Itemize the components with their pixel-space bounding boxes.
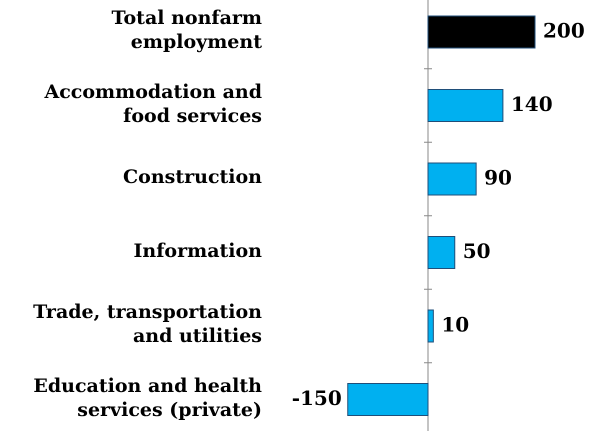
bar [427, 89, 504, 122]
category-label: Accommodation and food services [44, 80, 262, 127]
bar [427, 15, 536, 49]
category-label: Total nonfarm employment [111, 7, 262, 53]
category-label: Trade, transportation and utilities [33, 301, 262, 347]
value-label: 140 [511, 92, 553, 116]
bar [427, 162, 477, 196]
value-label: -150 [292, 386, 342, 410]
category-label: Information [133, 239, 262, 262]
category-label: Education and health services (private) [33, 374, 262, 421]
bar [427, 236, 456, 269]
bar [347, 383, 429, 416]
bar [427, 309, 434, 343]
value-label: 200 [543, 19, 585, 43]
value-label: 50 [463, 239, 491, 263]
category-label: Construction [123, 166, 262, 188]
value-label: 90 [484, 166, 512, 190]
value-label: 10 [441, 313, 469, 337]
